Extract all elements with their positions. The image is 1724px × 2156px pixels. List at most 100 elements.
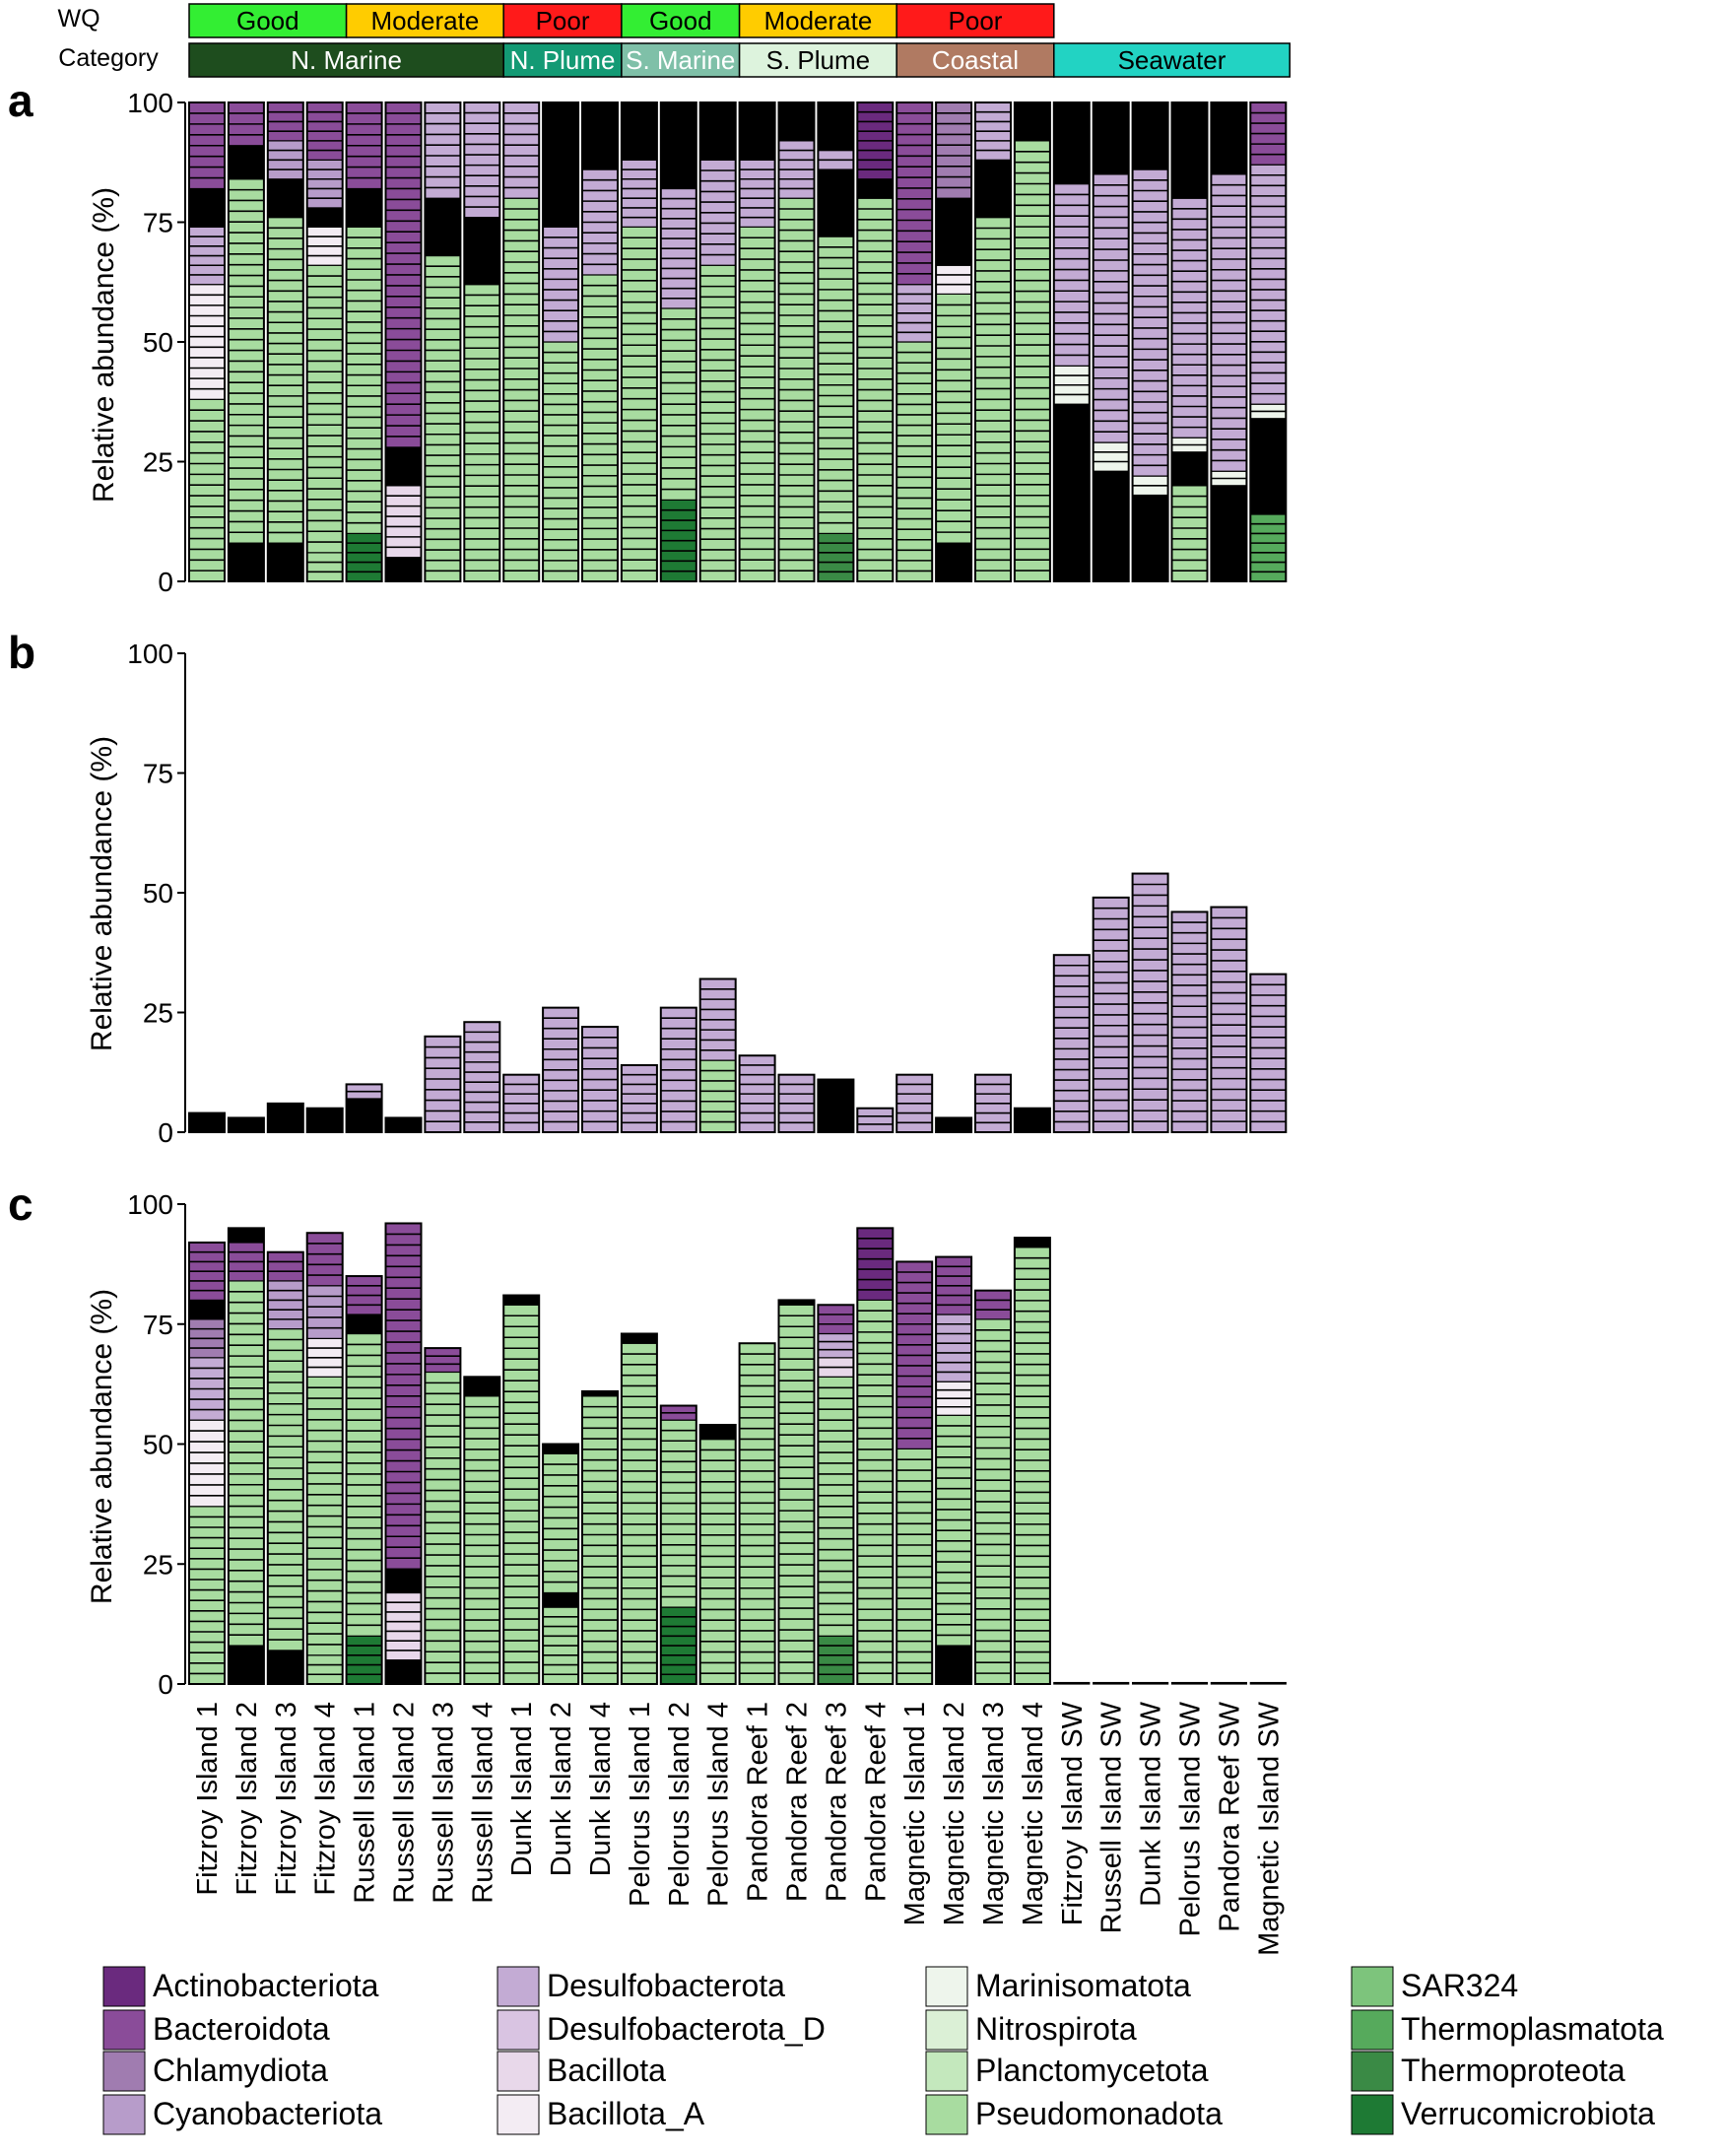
bar-a-8 — [502, 101, 541, 582]
bar-segment-b-22-0 — [1053, 954, 1091, 1133]
wq-label-4: Moderate — [763, 6, 872, 35]
x-tick-label-4: Russell Island 1 — [350, 1702, 381, 1904]
bar-segment-c-3-3 — [306, 1285, 344, 1339]
bar-segment-b-2-0 — [267, 1103, 304, 1133]
bar-segment-c-20-1 — [974, 1290, 1012, 1320]
category-label-1: N. Plume — [510, 45, 616, 75]
bar-outline-b-0 — [188, 1112, 226, 1134]
bar-outline-b-1 — [227, 1116, 265, 1134]
bar-c-22 — [1053, 1681, 1091, 1685]
legend-swatch-10 — [925, 2051, 968, 2092]
wq-band-1 — [345, 3, 504, 38]
bar-outline-c-6 — [424, 1347, 462, 1685]
bar-outline-b-6 — [424, 1035, 462, 1134]
bar-b-15 — [777, 1073, 816, 1134]
x-tick-label-2: Fitzroy Island 3 — [271, 1702, 302, 1896]
legend-label-3: Cyanobacteriota — [153, 2096, 382, 2131]
legend-swatch-1 — [102, 2009, 146, 2051]
bar-b-8 — [502, 1073, 541, 1134]
bar-a-19 — [935, 101, 973, 582]
bar-outline-c-11 — [620, 1332, 658, 1685]
bar-c-9 — [542, 1443, 580, 1685]
category-band-1 — [502, 42, 623, 78]
category-band-5 — [1053, 42, 1291, 78]
bar-segment-a-10-0 — [581, 274, 619, 582]
bar-b-24 — [1131, 872, 1169, 1133]
bar-outline-a-7 — [463, 101, 501, 582]
bar-segment-c-0-0 — [188, 1506, 226, 1685]
bar-c-24 — [1131, 1681, 1169, 1685]
bar-segment-a-5-0 — [384, 557, 423, 582]
bar-outline-b-23 — [1092, 896, 1130, 1133]
bar-a-2 — [266, 101, 304, 582]
y-tick-label-b-25: 25 — [143, 998, 173, 1029]
bar-b-11 — [620, 1063, 658, 1133]
bar-segment-b-16-0 — [817, 1078, 855, 1133]
bar-a-9 — [542, 101, 580, 582]
bar-outline-c-1 — [227, 1227, 265, 1685]
x-tick-label-0: Fitzroy Island 1 — [192, 1702, 224, 1896]
wq-label-3: Good — [649, 6, 712, 35]
legend-label-5: Desulfobacterota_D — [547, 2011, 826, 2047]
bar-outline-a-4 — [345, 101, 383, 582]
panel-c: 0 25 50 75 100 — [127, 1189, 1287, 1700]
bar-segment-a-26-3 — [1210, 101, 1248, 175]
bar-segment-c-8-0 — [502, 1304, 540, 1685]
bar-segment-a-0-0 — [188, 398, 226, 582]
bar-segment-c-16-3 — [817, 1332, 855, 1359]
wq-row-label: WQ — [57, 5, 99, 33]
wq-band-5 — [895, 3, 1055, 38]
bar-a-5 — [384, 101, 423, 582]
wq-label-0: Good — [236, 6, 299, 35]
y-tick-label-a-0: 0 — [158, 567, 173, 597]
y-tick-label-a-75: 75 — [143, 208, 173, 238]
x-tick-label-7: Russell Island 4 — [467, 1702, 498, 1904]
bar-segment-c-26-0 — [1210, 1681, 1248, 1685]
bar-outline-c-8 — [502, 1294, 541, 1686]
legend-swatch-8 — [925, 1966, 968, 2007]
bar-c-12 — [659, 1404, 697, 1686]
bar-outline-a-1 — [227, 101, 265, 582]
bar-segment-a-5-1 — [384, 485, 423, 559]
category-label-0: N. Marine — [291, 45, 402, 75]
bar-segment-c-17-1 — [856, 1227, 894, 1301]
bar-outline-a-15 — [777, 101, 816, 582]
bar-outline-a-3 — [305, 101, 344, 582]
bar-outline-b-15 — [777, 1073, 816, 1134]
bar-b-6 — [424, 1035, 462, 1134]
bar-segment-c-2-3 — [267, 1251, 304, 1282]
bar-outline-b-9 — [542, 1006, 580, 1134]
bar-segment-a-4-0 — [346, 532, 383, 582]
legend-swatch-12 — [1351, 1966, 1394, 2007]
bar-c-10 — [581, 1389, 619, 1686]
bar-outline-b-7 — [463, 1021, 501, 1133]
bar-a-12 — [659, 101, 697, 582]
bar-outline-b-16 — [817, 1078, 855, 1134]
x-tick-label-23: Russell Island SW — [1096, 1701, 1128, 1933]
bar-a-16 — [817, 101, 855, 582]
legend-swatch-2 — [102, 2051, 146, 2092]
y-tick-label-a-100: 100 — [127, 88, 173, 118]
bar-a-20 — [974, 101, 1012, 582]
x-tick-label-1: Fitzroy Island 2 — [232, 1702, 263, 1896]
x-tick-label-14: Pandora Reef 1 — [743, 1702, 774, 1902]
bar-segment-a-0-1 — [188, 284, 226, 400]
bar-segment-a-23-2 — [1093, 173, 1130, 443]
bar-segment-a-16-0 — [817, 532, 855, 582]
legend-label-8: Marinisomatota — [975, 1968, 1191, 2003]
bar-outline-b-26 — [1210, 906, 1248, 1134]
bar-b-7 — [463, 1021, 501, 1133]
bar-c-26 — [1210, 1681, 1248, 1685]
legend-swatch-15 — [1351, 2094, 1394, 2135]
bar-outline-b-22 — [1052, 954, 1091, 1133]
bar-a-0 — [188, 101, 226, 582]
y-tick-label-c-25: 25 — [143, 1549, 173, 1580]
bar-segment-a-14-1 — [738, 159, 776, 228]
bar-c-16 — [817, 1304, 855, 1686]
bar-b-27 — [1249, 973, 1288, 1133]
bar-segment-a-19-4 — [935, 101, 972, 199]
bar-segment-a-19-1 — [935, 293, 972, 544]
bar-segment-a-22-0 — [1053, 532, 1091, 582]
bar-segment-b-17-0 — [856, 1108, 894, 1133]
x-tick-label-18: Magnetic Island 1 — [899, 1702, 931, 1925]
